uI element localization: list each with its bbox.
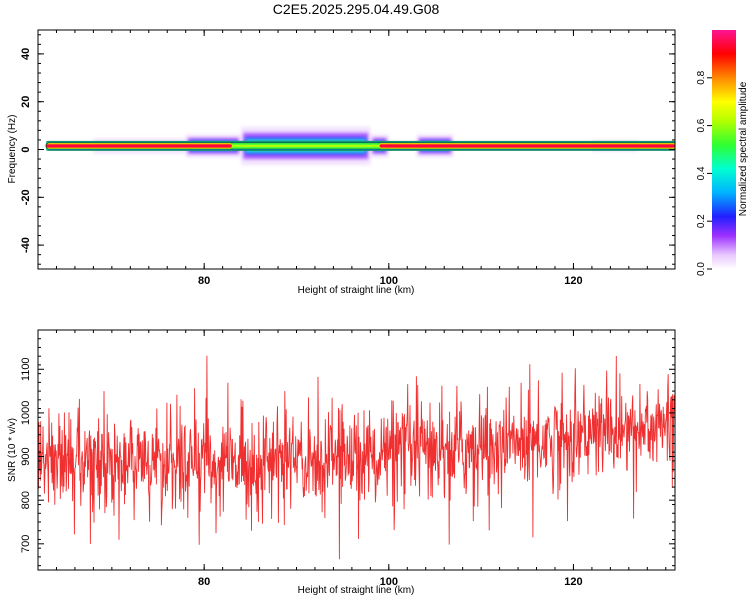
spectrogram-y-tick-label: -20 (20, 189, 32, 205)
spectrogram-band-strip (231, 144, 380, 148)
spectrogram-x-tick-label: 100 (380, 275, 398, 287)
spectrogram-y-axis-label: Frequency (Hz) (7, 115, 18, 184)
colorbar-label: Normalized spectral amplitude (738, 81, 749, 216)
spectrogram-ticks: 80 100 120 40 20 0 -20 -40 (20, 30, 675, 287)
spectrogram-band-strip (46, 144, 232, 148)
snr-x-axis-label: Height of straight line (km) (298, 585, 415, 596)
colorbar-tick-label: 0.2 (696, 214, 707, 228)
snr-y-tick-label: 1100 (20, 357, 32, 381)
colorbar: 0.0 0.2 0.4 0.6 0.8 Normalized spectral ampl… (696, 30, 749, 276)
snr-y-tick-label: 900 (20, 447, 32, 465)
spectrogram-image (45, 126, 675, 166)
spectrogram-band-strip (379, 144, 675, 148)
spectrogram-panel: 80 100 120 40 20 0 -20 -40 Height of straight l… (7, 29, 676, 296)
snr-y-axis-label: SNR (10 * v/v) (7, 418, 18, 482)
spectrogram-y-tick-label: 0 (20, 146, 32, 152)
snr-y-tick-label: 1000 (20, 401, 32, 425)
snr-y-tick-label: 700 (20, 535, 32, 553)
colorbar-tick-label: 0.8 (696, 70, 707, 84)
snr-x-tick-label: 80 (198, 576, 210, 588)
snr-frame (37, 329, 676, 571)
colorbar-gradient (712, 30, 736, 269)
snr-series-line (38, 355, 675, 560)
colorbar-tick-label: 0.6 (696, 118, 707, 132)
spectrogram-y-tick-label: 20 (20, 96, 32, 108)
colorbar-ticks: 0.0 0.2 0.4 0.6 0.8 (696, 70, 712, 276)
snr-x-tick-label: 120 (564, 576, 582, 588)
spectrogram-y-tick-label: -40 (20, 237, 32, 253)
snr-y-tick-label: 800 (20, 491, 32, 509)
spectrogram-y-tick-label: 40 (20, 48, 32, 60)
snr-x-tick-label: 100 (380, 576, 398, 588)
colorbar-tick-label: 0.4 (696, 166, 707, 180)
colorbar-tick-label: 0.0 (696, 262, 707, 276)
figure-title: C2E5.2025.295.04.49.G08 (272, 1, 440, 17)
snr-panel: 80 100 120 700 800 900 1000 1100 Height of stra… (7, 329, 676, 596)
spectrogram-x-tick-label: 120 (564, 275, 582, 287)
snr-ticks: 80 100 120 700 800 900 1000 1100 (20, 330, 675, 588)
spectrogram-x-tick-label: 80 (198, 275, 210, 287)
spectrogram-band-outline (45, 142, 675, 150)
spectrogram-x-axis-label: Height of straight line (km) (298, 285, 415, 296)
